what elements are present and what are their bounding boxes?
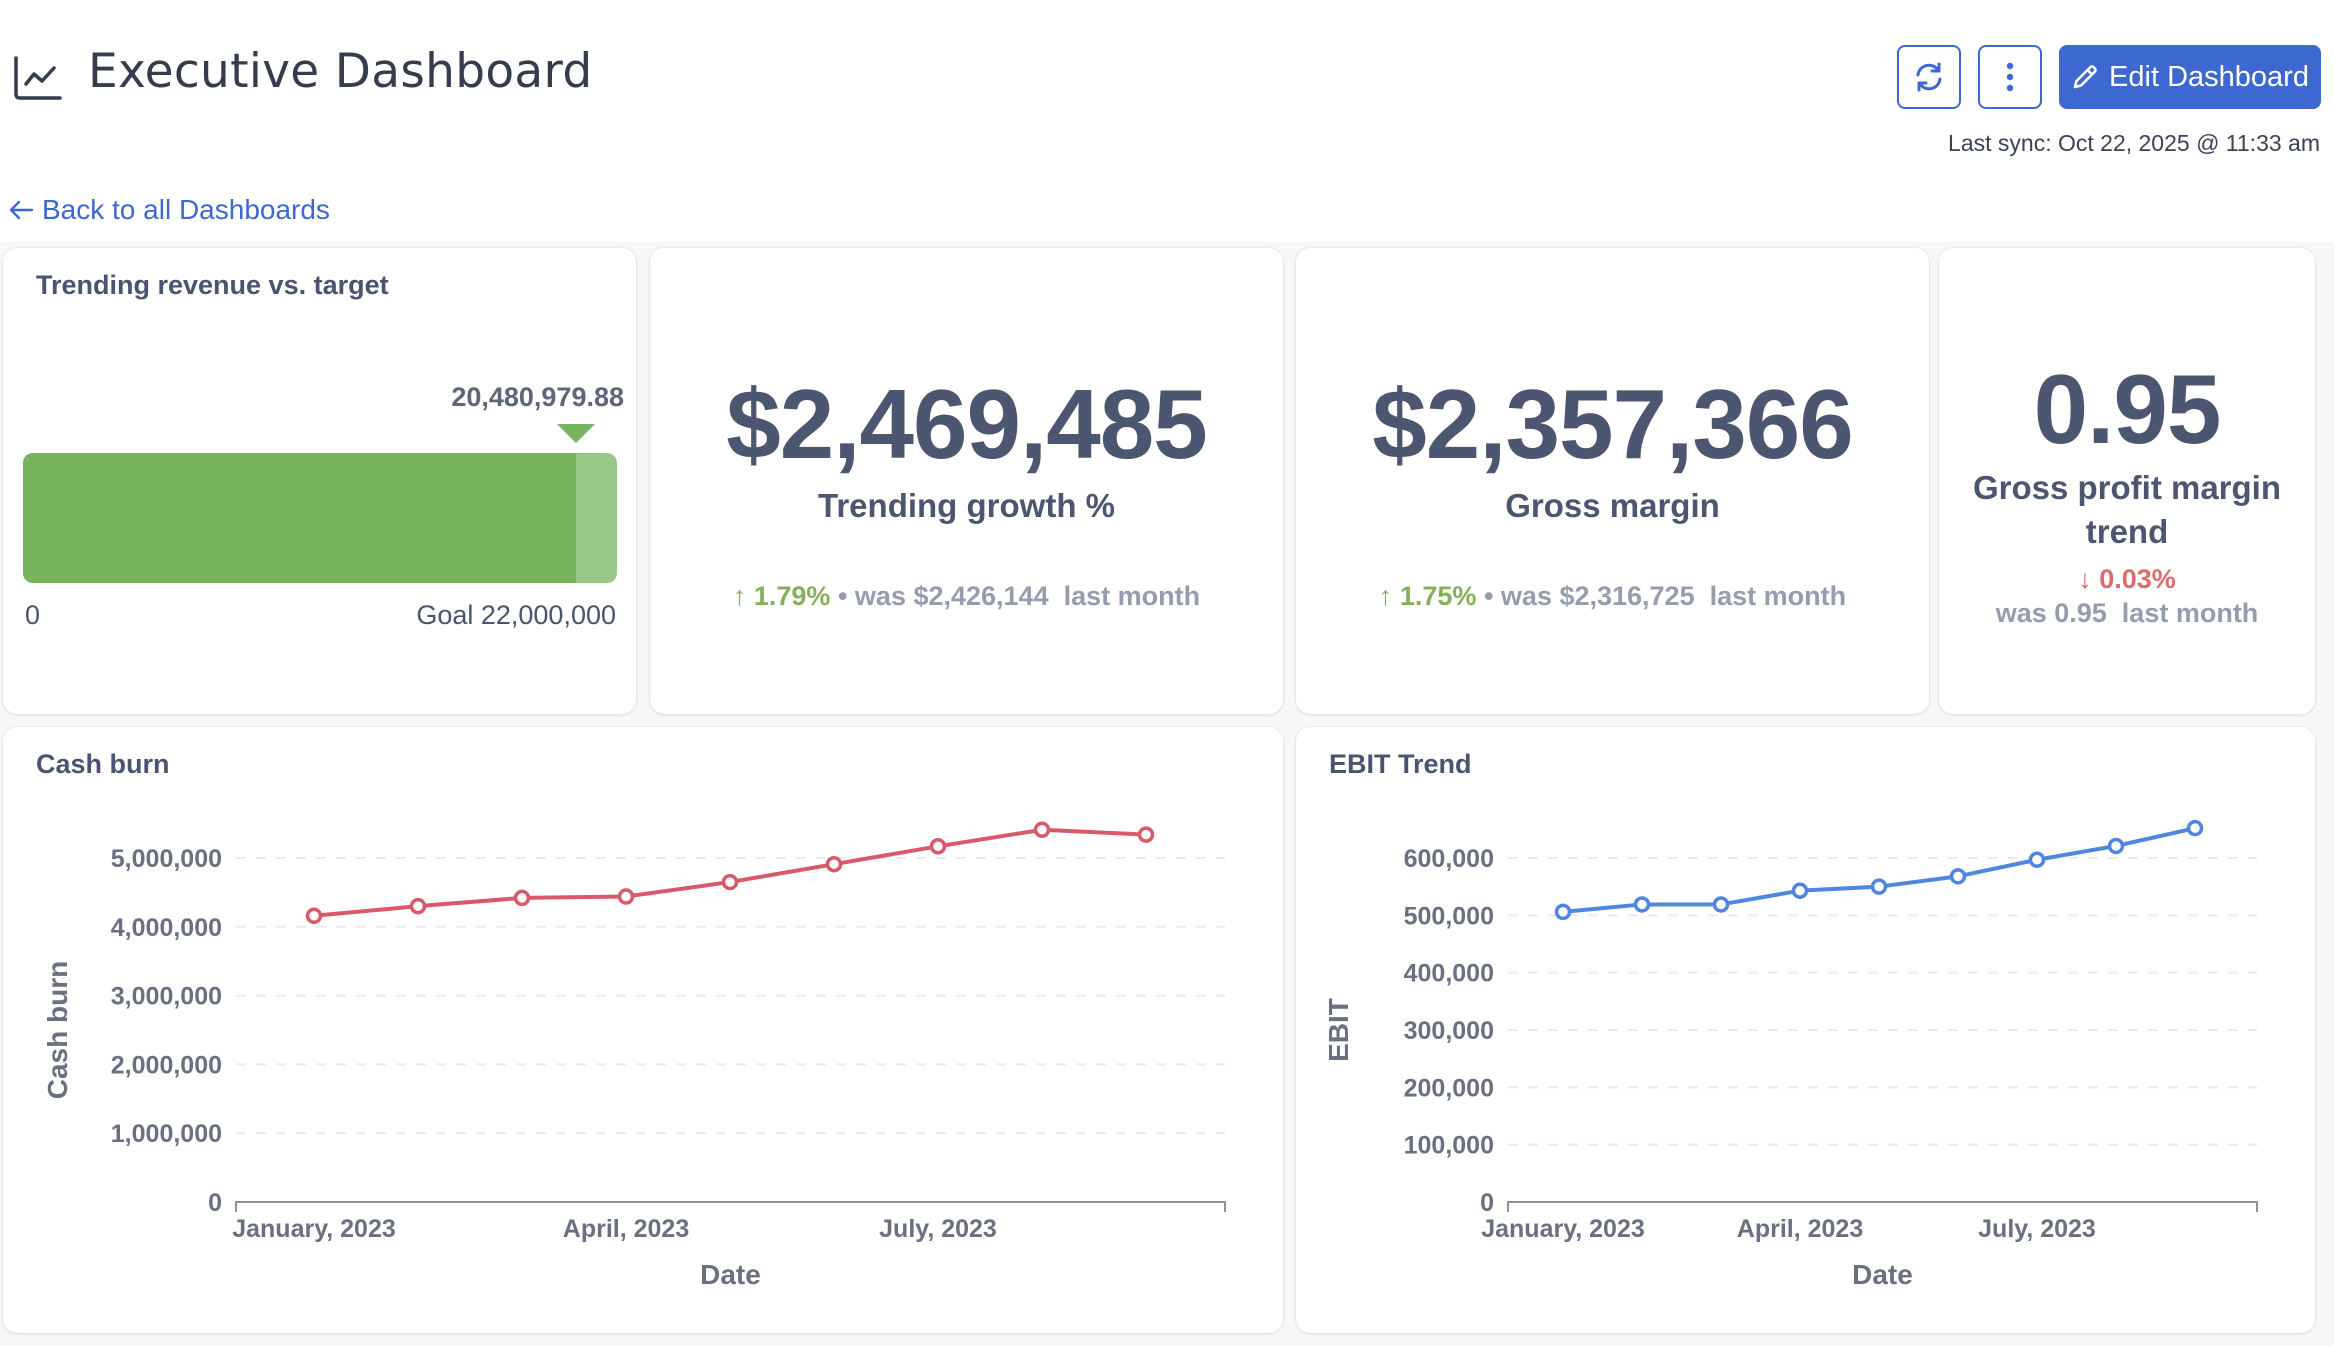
arrow-left-icon — [9, 200, 34, 220]
previous-value: was $2,316,725 — [1500, 581, 1695, 611]
y-tick-label: 600,000 — [1404, 845, 1494, 873]
y-tick-label: 400,000 — [1404, 960, 1494, 988]
y-tick-label: 300,000 — [1404, 1017, 1494, 1045]
data-point — [409, 897, 427, 915]
card-title: Cash burn — [36, 749, 170, 779]
pencil-icon — [2073, 65, 2097, 89]
y-tick-label: 2,000,000 — [111, 1051, 222, 1079]
card-title: EBIT Trend — [1329, 749, 1472, 779]
data-point — [1633, 896, 1651, 913]
x-tick-label: April, 2023 — [563, 1215, 689, 1243]
data-point — [825, 855, 843, 873]
previous-value: was $2,426,144 — [854, 581, 1049, 611]
y-tick-label: 4,000,000 — [111, 914, 222, 942]
gauge-value-label: 20,480,979.88 — [451, 382, 624, 412]
data-point — [1033, 821, 1051, 839]
scalar-value: 0.95 — [2033, 354, 2222, 464]
cash-burn-chart: 0 1,000,000 2,000,000 3,000,000 4,000,000 5,0… — [42, 821, 1226, 1290]
delta-percent: 1.79% — [753, 581, 831, 611]
scalar-label: Trending growth % — [818, 487, 1115, 524]
arrow-up-icon: ↑ — [1378, 581, 1393, 611]
gauge-track — [23, 453, 617, 583]
card-cash-burn: Cash burn 0 1,000,000 2,000,000 3,000,000 4,… — [3, 727, 1283, 1333]
data-point — [617, 888, 635, 905]
separator: • — [837, 581, 848, 611]
series-line — [1562, 826, 2196, 914]
scalar-label: Gross margin — [1505, 487, 1720, 524]
separator: • — [1483, 581, 1494, 611]
comparison-period: last month — [1709, 581, 1847, 611]
data-point — [2028, 851, 2046, 868]
gauge-fill — [23, 453, 576, 583]
line-chart-icon — [14, 56, 62, 100]
x-axis-title: Date — [700, 1259, 761, 1290]
card-gross-margin: $2,357,366 Gross margin ↑ 1.75% • was $2… — [1296, 248, 1929, 714]
more-options-button[interactable] — [1978, 45, 2042, 109]
gauge-value-marker-icon — [556, 424, 595, 443]
y-axis-title: EBIT — [1323, 998, 1354, 1062]
scalar-value: $2,357,366 — [1372, 369, 1853, 479]
gauge-min-label: 0 — [25, 600, 41, 630]
previous-value: was 0.95 — [1995, 598, 2107, 628]
ebit-trend-chart: 0 100,000 200,000 300,000 400,000 500,000 600,… — [1323, 819, 2258, 1290]
y-tick-label: 5,000,000 — [111, 845, 222, 873]
refresh-button[interactable] — [1897, 45, 1961, 109]
y-tick-label: 1,000,000 — [111, 1120, 222, 1148]
arrow-down-icon: ↓ — [2078, 564, 2092, 594]
x-tick-label: July, 2023 — [879, 1215, 997, 1243]
data-point — [513, 889, 531, 907]
data-point — [2107, 837, 2125, 855]
x-tick-label: April, 2023 — [1737, 1215, 1863, 1243]
data-point — [305, 907, 323, 925]
data-point — [1554, 903, 1572, 921]
card-ebit-trend: EBIT Trend 0 100,000 200,000 300,000 400,000… — [1296, 727, 2315, 1333]
back-to-dashboards-link[interactable]: Back to all Dashboards — [8, 194, 330, 226]
comparison-period: last month — [1063, 581, 1201, 611]
y-tick-label: 200,000 — [1404, 1074, 1494, 1102]
scalar-comparison: was 0.95 last month — [1939, 598, 2315, 629]
data-point — [1137, 826, 1155, 843]
delta-percent: 0.03% — [2099, 564, 2176, 594]
edit-dashboard-button[interactable]: Edit Dashboard — [2059, 45, 2321, 109]
back-link-label: Back to all Dashboards — [42, 194, 330, 225]
card-title: Trending revenue vs. target — [36, 270, 389, 300]
edit-dashboard-label: Edit Dashboard — [2109, 60, 2309, 93]
card-trending-growth: $2,469,485 Trending growth % ↑ 1.79% • w… — [650, 248, 1283, 714]
scalar-delta: ↓ 0.03% — [1939, 564, 2315, 595]
last-sync-text: Last sync: Oct 22, 2025 @ 11:33 am — [1948, 130, 2320, 156]
scalar-value: $2,469,485 — [726, 369, 1207, 479]
gauge-goal-label: Goal 22,000,000 — [416, 600, 616, 630]
comparison-period: last month — [2121, 598, 2259, 628]
card-gross-profit-margin-trend: 0.95 Gross profit margin trend ↓ 0.03% w… — [1939, 248, 2315, 714]
x-tick-label: January, 2023 — [232, 1215, 396, 1243]
data-point — [1870, 878, 1888, 895]
arrow-up-icon: ↑ — [732, 581, 747, 611]
x-axis-line — [1507, 1201, 2258, 1212]
y-tick-label: 3,000,000 — [111, 983, 222, 1011]
delta-percent: 1.75% — [1399, 581, 1477, 611]
data-point — [1791, 882, 1809, 899]
data-point — [1712, 896, 1730, 913]
page-title: Executive Dashboard — [88, 44, 593, 99]
data-point — [2186, 819, 2204, 837]
x-tick-label: January, 2023 — [1481, 1215, 1645, 1243]
data-point — [1949, 868, 1967, 885]
x-axis-line — [235, 1201, 1226, 1212]
y-tick-label: 0 — [1480, 1189, 1494, 1217]
card-trending-revenue: Trending revenue vs. target 20,480,979.8… — [3, 248, 636, 714]
scalar-comparison: ↑ 1.75% • was $2,316,725 last month — [1296, 581, 1929, 612]
scalar-comparison: ↑ 1.79% • was $2,426,144 last month — [650, 581, 1283, 612]
data-point — [721, 873, 739, 891]
series-line — [313, 827, 1147, 918]
refresh-icon — [1916, 62, 1942, 92]
kebab-menu-icon — [2006, 62, 2014, 92]
y-tick-label: 100,000 — [1404, 1132, 1494, 1160]
scalar-label: Gross profit margin trend — [1972, 469, 2282, 550]
y-tick-label: 0 — [208, 1189, 222, 1217]
x-axis-title: Date — [1852, 1259, 1913, 1290]
y-tick-label: 500,000 — [1404, 902, 1494, 930]
x-tick-label: July, 2023 — [1978, 1215, 2096, 1243]
data-point — [929, 838, 947, 855]
y-axis-title: Cash burn — [42, 961, 73, 1099]
